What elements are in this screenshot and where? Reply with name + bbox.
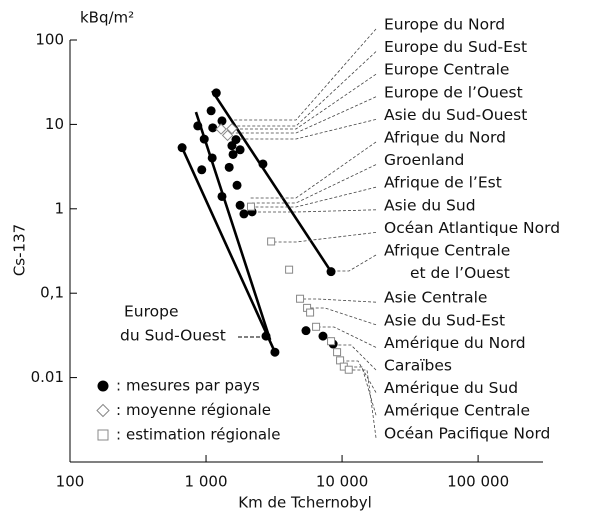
point bbox=[239, 209, 249, 219]
leader-line bbox=[231, 73, 377, 130]
leader-line bbox=[349, 369, 377, 438]
point bbox=[301, 326, 311, 336]
point bbox=[258, 159, 268, 169]
leader-line bbox=[344, 366, 377, 416]
point bbox=[246, 202, 255, 211]
point bbox=[261, 331, 271, 341]
leader-line bbox=[333, 344, 377, 371]
point bbox=[228, 149, 238, 159]
y-tick-label: 0.01 bbox=[31, 368, 64, 386]
point bbox=[208, 123, 218, 133]
point bbox=[193, 121, 203, 131]
region-label: Europe de l’Ouest bbox=[384, 83, 523, 101]
legend-label: mesures par pays bbox=[126, 377, 260, 395]
point bbox=[344, 365, 353, 374]
annotation: du Sud-Ouest bbox=[120, 327, 226, 345]
point bbox=[232, 180, 242, 190]
region-label: Amérique du Sud bbox=[384, 379, 518, 397]
point bbox=[217, 191, 227, 201]
point bbox=[296, 294, 305, 303]
region-label: Océan Pacifique Nord bbox=[384, 424, 550, 442]
region-label: Amérique du Nord bbox=[384, 334, 526, 352]
region-label: Asie du Sud-Ouest bbox=[384, 106, 527, 124]
region-label: Afrique de l’Est bbox=[384, 174, 502, 192]
leader-line bbox=[233, 96, 377, 134]
fit-line bbox=[211, 90, 333, 273]
leader-line bbox=[236, 51, 377, 127]
legend-separator: : bbox=[116, 377, 121, 395]
legend-separator: : bbox=[116, 426, 121, 444]
legend-separator: : bbox=[116, 401, 121, 419]
x-tick-label: 1 000 bbox=[185, 473, 228, 491]
region-label: Europe Centrale bbox=[384, 61, 509, 79]
leader-line bbox=[252, 164, 377, 204]
x-tick-label: 100 000 bbox=[447, 473, 509, 491]
region-label: Asie du Sud-Est bbox=[384, 311, 505, 329]
leader-line bbox=[316, 326, 377, 348]
point bbox=[197, 165, 207, 175]
y-axis-label: Cs-137 bbox=[11, 224, 29, 276]
point bbox=[267, 237, 276, 246]
leader-line bbox=[307, 307, 377, 326]
leader-line bbox=[250, 209, 377, 213]
legend-label: moyenne régionale bbox=[126, 401, 271, 419]
region-label: Europe du Nord bbox=[384, 16, 505, 34]
leader-line bbox=[331, 254, 377, 272]
point bbox=[318, 331, 328, 341]
legend-symbol bbox=[97, 429, 109, 441]
fit-line bbox=[180, 147, 277, 353]
leader-line bbox=[340, 360, 377, 393]
point bbox=[235, 145, 245, 155]
point bbox=[312, 322, 321, 331]
point bbox=[217, 116, 227, 126]
point bbox=[215, 123, 227, 135]
x-tick-label: 10 000 bbox=[316, 473, 369, 491]
region-label: Asie Centrale bbox=[384, 289, 487, 307]
leader-line bbox=[271, 232, 377, 243]
y-tick-label: 10 bbox=[45, 115, 64, 133]
x-tick-label: 100 bbox=[56, 473, 85, 491]
y-tick-label: 100 bbox=[35, 31, 64, 49]
region-label: Afrique du Nord bbox=[384, 129, 506, 147]
point bbox=[199, 134, 209, 144]
region-label: Amérique Centrale bbox=[384, 402, 530, 420]
legend-symbol bbox=[96, 403, 110, 418]
point bbox=[211, 88, 221, 98]
point bbox=[306, 308, 315, 317]
region-label: Afrique Centrale bbox=[384, 242, 510, 260]
point bbox=[226, 122, 238, 135]
point bbox=[177, 143, 187, 153]
point bbox=[270, 347, 280, 357]
region-label: Océan Atlantique Nord bbox=[384, 219, 560, 237]
unit-label: kBq/m² bbox=[80, 9, 134, 27]
leader-line bbox=[232, 28, 377, 121]
y-tick-label: 0,1 bbox=[40, 284, 64, 302]
leader-line bbox=[250, 141, 377, 199]
point bbox=[207, 153, 217, 163]
leader-line bbox=[236, 119, 377, 140]
point bbox=[221, 129, 234, 142]
region-label: Europe du Sud-Est bbox=[384, 38, 527, 56]
point bbox=[235, 200, 245, 210]
point bbox=[285, 265, 294, 274]
region-label: Caraïbes bbox=[384, 357, 452, 375]
point bbox=[326, 267, 336, 277]
y-tick-label: 1 bbox=[54, 199, 64, 217]
point bbox=[224, 162, 234, 172]
region-label: et de l’Ouest bbox=[410, 264, 510, 282]
leader-line bbox=[254, 186, 377, 208]
point bbox=[327, 337, 336, 346]
legend-symbol bbox=[97, 380, 109, 392]
region-label: Groenland bbox=[384, 151, 464, 169]
point bbox=[206, 106, 216, 116]
point bbox=[227, 141, 237, 151]
leader-line bbox=[300, 298, 377, 303]
annotation: Europe bbox=[124, 303, 179, 321]
region-label: Asie du Sud bbox=[384, 196, 476, 214]
point bbox=[333, 348, 342, 357]
fit-line bbox=[194, 111, 272, 341]
legend-label: estimation régionale bbox=[126, 426, 280, 444]
x-axis-label: Km de Tchernobyl bbox=[238, 494, 371, 512]
